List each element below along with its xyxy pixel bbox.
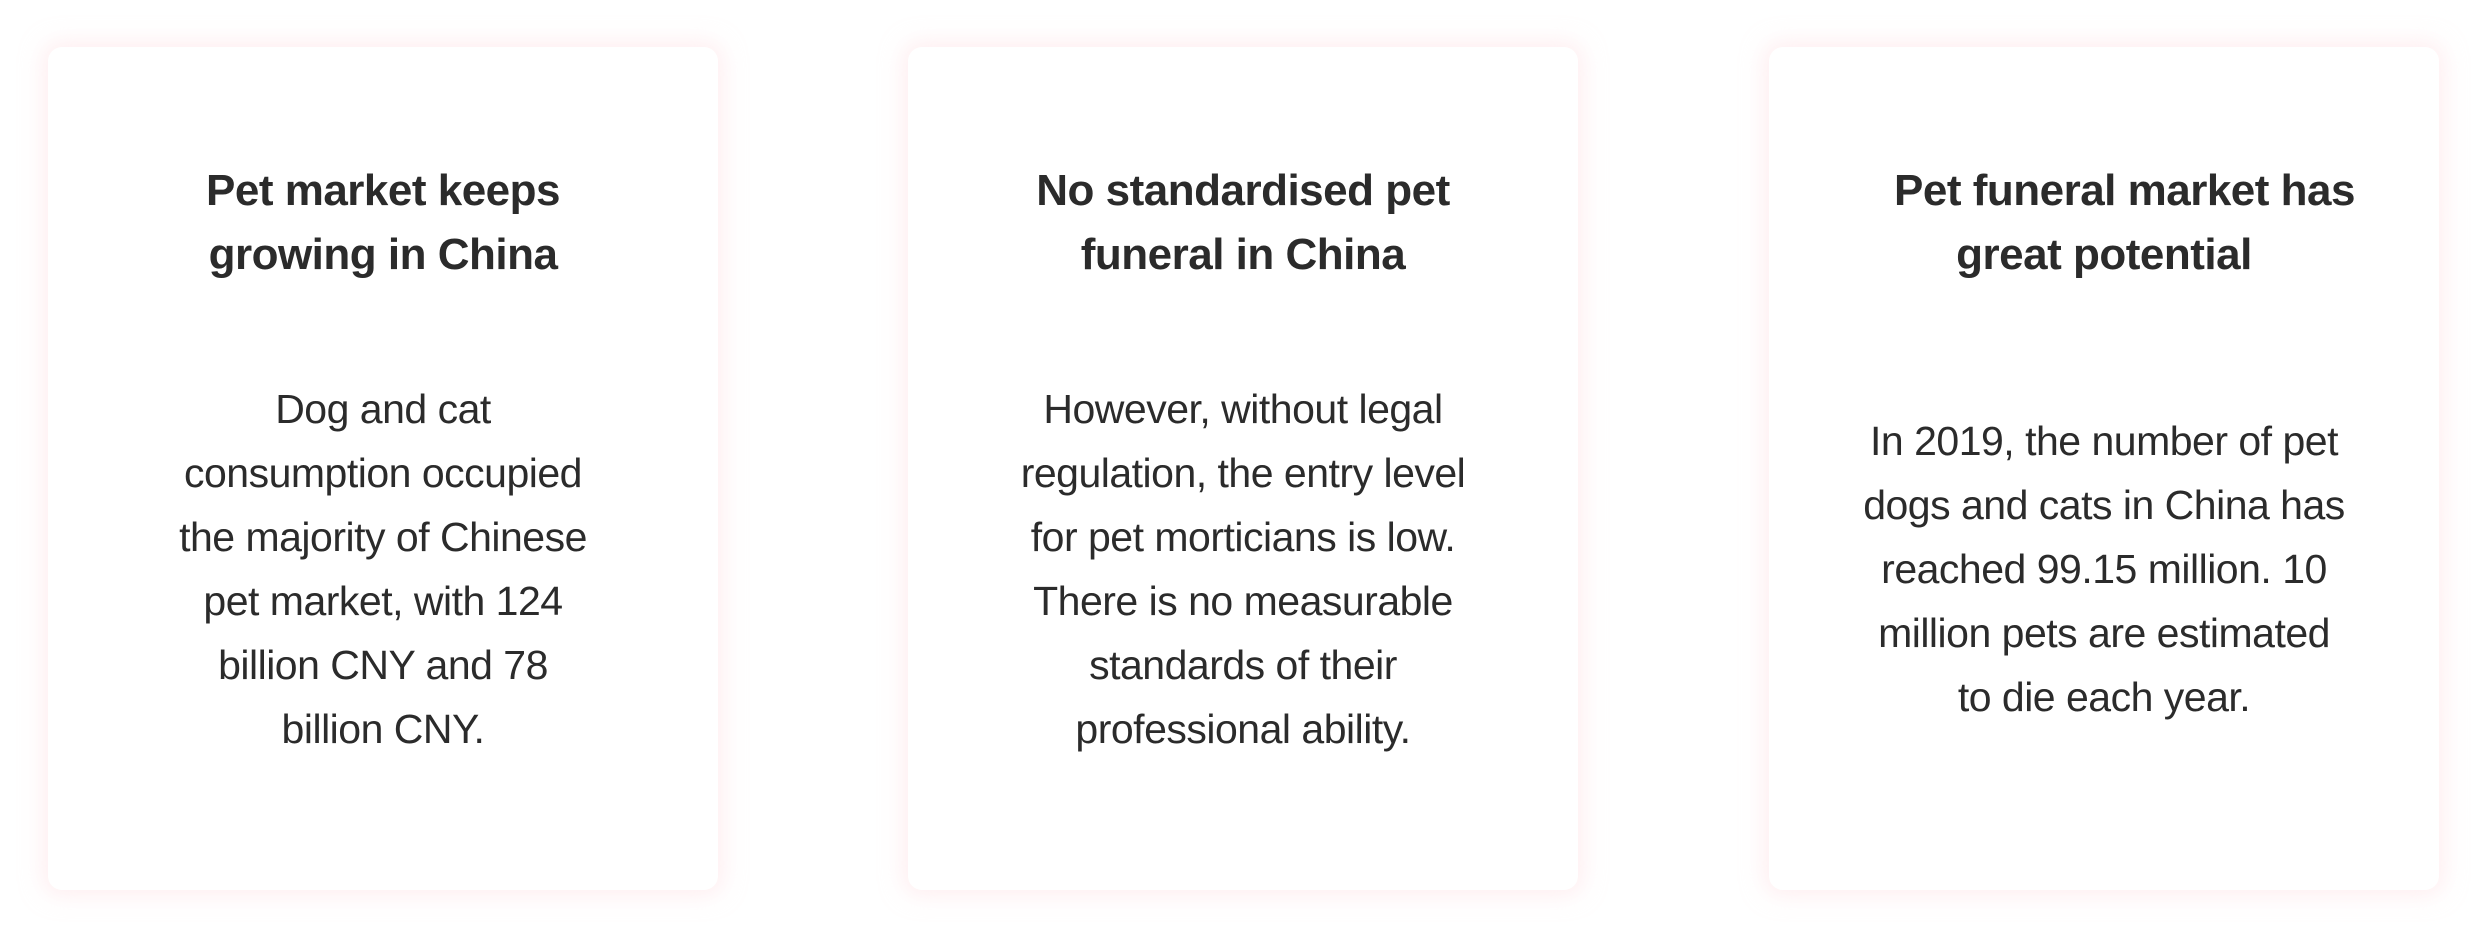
card-title-line: growing in China [208,230,558,279]
card-body-line: consumption occupied [184,450,582,496]
card-title-line: No standardised pet [1036,166,1450,215]
card-body-line: standards of their [1089,642,1397,688]
card-body-line: billion CNY and 78 [218,642,548,688]
card-pet-market-growth: Pet market keeps growing in China Dog an… [48,47,718,890]
card-body-line: million pets are estimated [1878,610,2330,656]
card-body-line: pet market, with 124 [203,578,563,624]
card-body-line: Dog and cat [275,386,491,432]
card-body: Dog and cat consumption occupied the maj… [123,377,643,761]
card-body-line: billion CNY. [281,706,485,752]
card-no-standard-funeral: No standardised pet funeral in China How… [908,47,1578,890]
card-body-line: In 2019, the number of pet [1870,418,2338,464]
card-body-line: However, without legal [1043,386,1443,432]
card-body-line: regulation, the entry level [1020,450,1466,496]
card-body-line: professional ability. [1075,706,1411,752]
card-body-line: There is no measurable [1033,578,1453,624]
card-title: Pet market keeps growing in China [173,159,593,287]
card-body: However, without legal regulation, the e… [983,377,1503,761]
card-title: Pet funeral market has great potential [1894,159,2355,287]
card-body-line: for pet morticians is low. [1030,514,1456,560]
card-title-line: funeral in China [1080,230,1406,279]
card-title-line: Pet funeral market has [1894,166,2355,215]
card-title-line: Pet market keeps [206,166,561,215]
card-title: No standardised pet funeral in China [1033,159,1453,287]
card-body-line: the majority of Chinese [179,514,587,560]
card-body-line: dogs and cats in China has [1863,482,2345,528]
card-body-line: reached 99.15 million. 10 [1881,546,2327,592]
card-body-line: to die each year. [1957,674,2251,720]
card-funeral-market-potential: Pet funeral market has great potential I… [1769,47,2439,890]
card-body: In 2019, the number of pet dogs and cats… [1844,409,2364,729]
card-title-line: great potential [1956,230,2252,279]
